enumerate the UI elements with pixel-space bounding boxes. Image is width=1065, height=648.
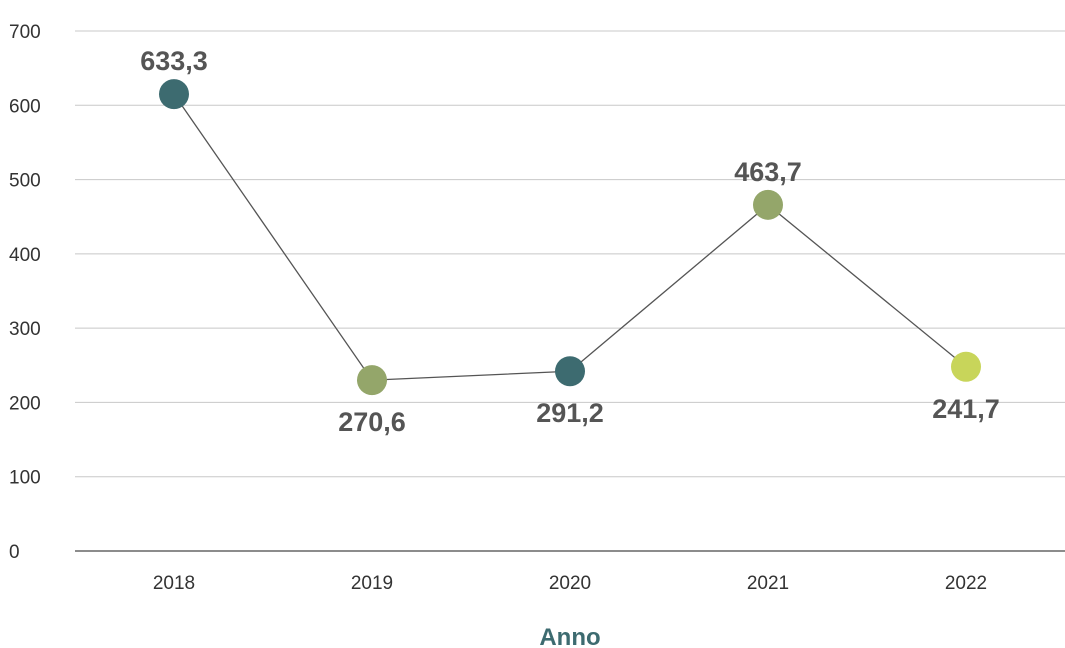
y-tick-label: 500	[9, 171, 41, 192]
y-tick-label: 300	[9, 319, 41, 340]
x-axis-tick-labels: 2018 2019 2020 2021 2022	[153, 573, 987, 594]
grid-lines	[75, 30, 1065, 478]
x-tick-label: 2019	[351, 573, 393, 594]
y-tick-label: 0	[9, 542, 20, 563]
data-point	[357, 365, 387, 396]
x-axis-title: Anno	[539, 624, 600, 648]
x-tick-label: 2018	[153, 573, 195, 594]
y-axis-tick-labels: 0 100 200 300 400 500 600 700	[9, 22, 41, 563]
data-label: 291,2	[536, 398, 604, 428]
x-tick-label: 2020	[549, 573, 591, 594]
data-point	[951, 351, 981, 382]
data-label: 270,6	[338, 407, 406, 437]
y-tick-label: 600	[9, 96, 41, 117]
series-line	[173, 93, 967, 381]
data-label: 463,7	[734, 157, 802, 187]
data-points	[159, 79, 981, 396]
data-label: 241,7	[932, 394, 1000, 424]
y-tick-label: 200	[9, 393, 41, 414]
data-point	[555, 356, 585, 387]
y-tick-label: 700	[9, 22, 41, 43]
data-label: 633,3	[140, 46, 208, 76]
x-tick-label: 2022	[945, 573, 987, 594]
data-labels: 633,3 270,6 291,2 463,7 241,7	[140, 46, 1000, 437]
y-tick-label: 100	[9, 468, 41, 489]
data-point	[753, 189, 783, 220]
y-tick-label: 400	[9, 245, 41, 266]
data-point	[159, 79, 189, 110]
x-tick-label: 2021	[747, 573, 789, 594]
